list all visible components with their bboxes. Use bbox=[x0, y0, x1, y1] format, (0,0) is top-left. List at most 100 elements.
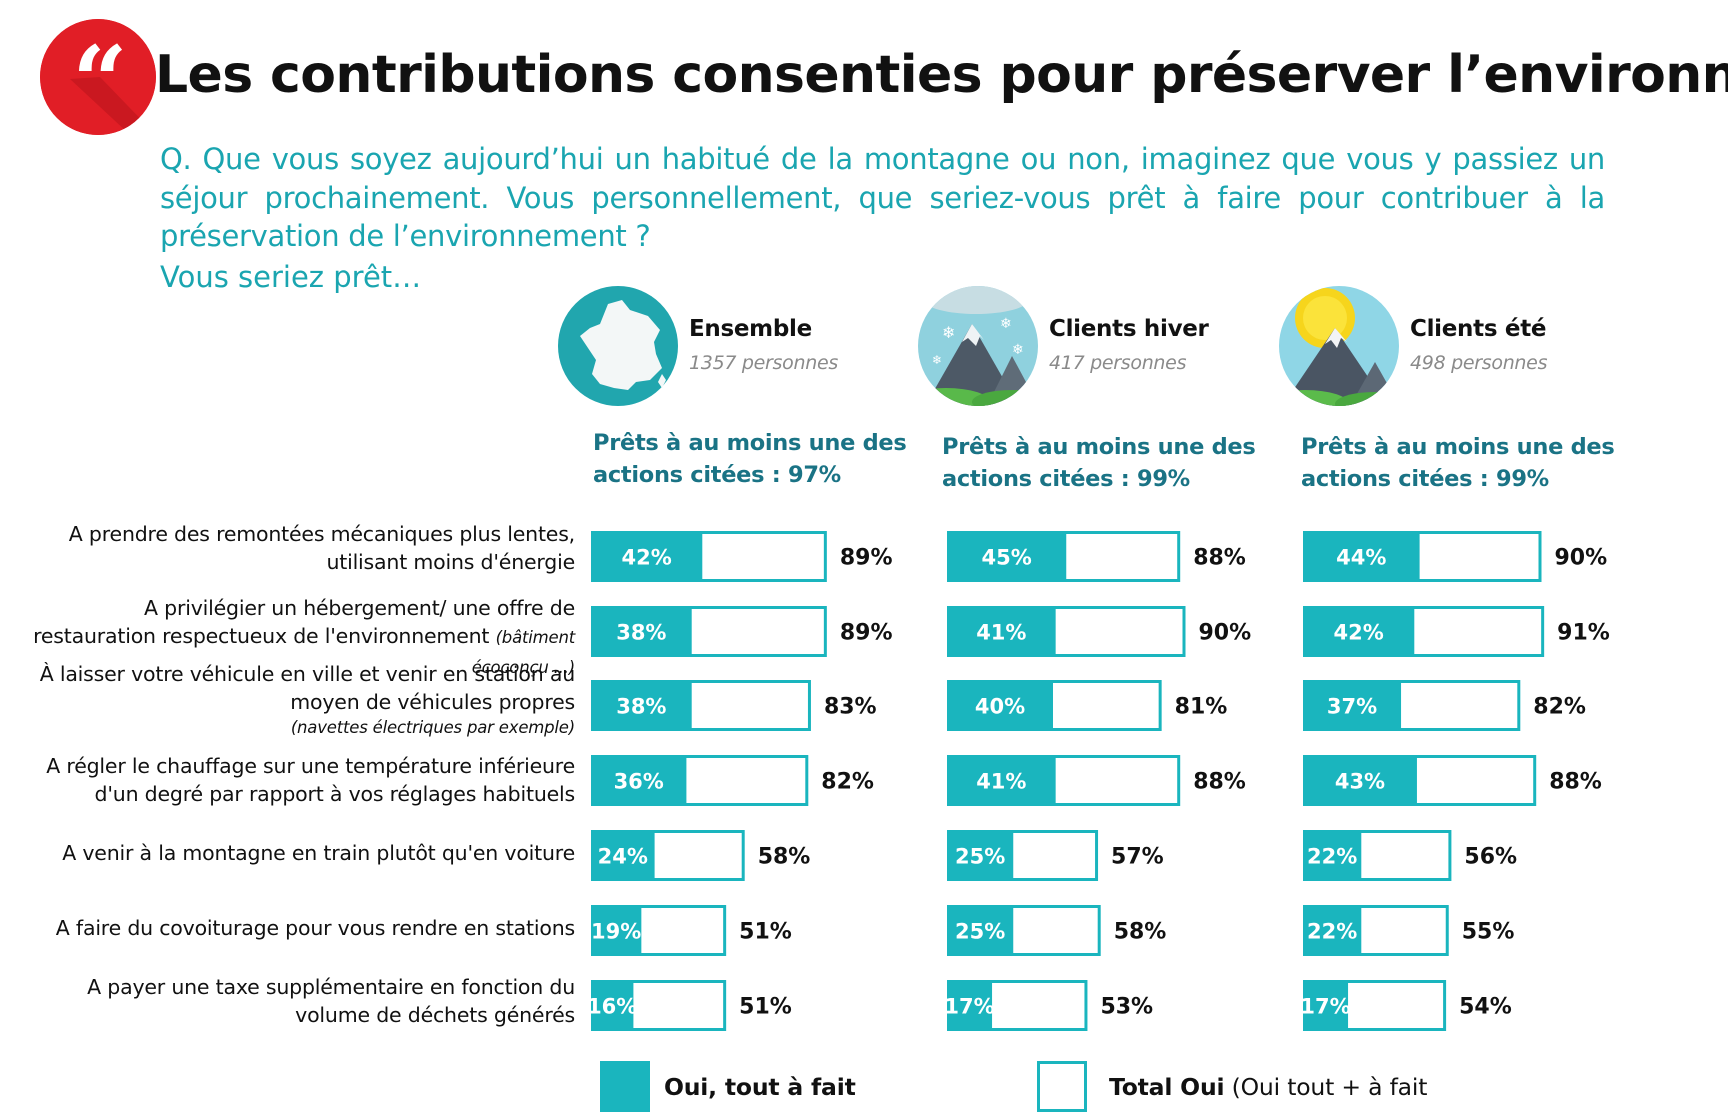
total-value-label: 88% bbox=[1549, 770, 1602, 795]
svg-text:❄: ❄ bbox=[1000, 316, 1012, 332]
fully-bar bbox=[947, 905, 1014, 956]
total-value-label: 88% bbox=[1193, 546, 1246, 571]
row-label: A privilégier un hébergement/ une offre … bbox=[20, 594, 575, 682]
legend-swatch-total bbox=[1037, 1061, 1087, 1112]
group-count: 1357 personnes bbox=[689, 352, 838, 374]
total-value-label: 58% bbox=[758, 845, 811, 870]
quote-glyph: “ bbox=[72, 25, 127, 135]
fully-bar bbox=[1303, 980, 1349, 1031]
row-label: A payer une taxe supplémentaire en fonct… bbox=[20, 973, 575, 1029]
question-lead: Vous seriez prêt… bbox=[160, 260, 422, 294]
fully-bar bbox=[947, 606, 1056, 657]
legend-label-total: Total Oui (Oui tout + à fait bbox=[1109, 1073, 1428, 1101]
fully-bar bbox=[1303, 680, 1402, 731]
fully-bar bbox=[1303, 755, 1417, 806]
group-count: 417 personnes bbox=[1049, 352, 1187, 374]
total-value-label: 89% bbox=[840, 546, 893, 571]
total-value-label: 91% bbox=[1557, 621, 1610, 646]
row-label-text: A régler le chauffage sur une températur… bbox=[46, 754, 575, 806]
row-label: A venir à la montagne en train plutôt qu… bbox=[20, 839, 575, 867]
fully-value-label: 17% bbox=[944, 995, 994, 1019]
row-label-text: A payer une taxe supplémentaire en fonct… bbox=[87, 975, 575, 1027]
total-value-label: 90% bbox=[1555, 546, 1608, 571]
fully-bar bbox=[1303, 830, 1362, 881]
sunny-mountain-icon bbox=[1279, 286, 1399, 406]
fully-value-label: 38% bbox=[616, 695, 666, 719]
snowy-mountain-icon: ❄ ❄ ❄ ❄ bbox=[918, 286, 1038, 406]
fully-value-label: 16% bbox=[587, 995, 637, 1019]
row-label: À laisser votre véhicule en ville et ven… bbox=[20, 660, 576, 740]
fully-value-label: 45% bbox=[981, 546, 1031, 570]
fully-bar bbox=[591, 531, 703, 582]
total-value-label: 53% bbox=[1100, 995, 1153, 1020]
question-text: Q. Que vous soyez aujourd’hui un habitué… bbox=[160, 142, 1605, 253]
page-title: Les contributions consenties pour préser… bbox=[155, 45, 1728, 105]
fully-bar bbox=[947, 830, 1014, 881]
fully-bar bbox=[947, 680, 1053, 731]
fully-value-label: 19% bbox=[591, 920, 641, 944]
fully-value-label: 36% bbox=[614, 770, 664, 794]
legend-swatch-fully bbox=[600, 1061, 650, 1112]
group-header-hiver: ❄ ❄ ❄ ❄ Clients hiver 417 personnes bbox=[916, 284, 1336, 414]
group-header-ensemble: Ensemble 1357 personnes bbox=[556, 284, 976, 414]
svg-text:❄: ❄ bbox=[1012, 342, 1024, 358]
france-map-icon bbox=[558, 286, 678, 406]
at-least-ensemble: Prêts à au moins une des actions citées … bbox=[593, 430, 907, 488]
fully-value-label: 42% bbox=[1334, 621, 1384, 645]
row-label-note: (bâtiment écoconçu ...) bbox=[471, 628, 575, 677]
total-value-label: 90% bbox=[1199, 621, 1252, 646]
svg-text:❄: ❄ bbox=[942, 323, 955, 342]
fully-value-label: 44% bbox=[1336, 546, 1386, 570]
fully-bar bbox=[591, 905, 642, 956]
group-name: Clients été bbox=[1410, 316, 1547, 342]
fully-bar bbox=[1303, 606, 1415, 657]
row-label-text: A prendre des remontées mécaniques plus … bbox=[68, 522, 575, 574]
total-value-label: 83% bbox=[824, 695, 877, 720]
group-name: Ensemble bbox=[689, 316, 812, 342]
group-name: Clients hiver bbox=[1049, 316, 1209, 342]
total-value-label: 56% bbox=[1464, 845, 1517, 870]
fully-value-label: 37% bbox=[1327, 695, 1377, 719]
fully-value-label: 42% bbox=[622, 546, 672, 570]
row-label-text: A venir à la montagne en train plutôt qu… bbox=[62, 841, 575, 865]
fully-value-label: 22% bbox=[1307, 920, 1357, 944]
fully-bar bbox=[591, 980, 634, 1031]
total-value-label: 88% bbox=[1193, 770, 1246, 795]
total-value-label: 54% bbox=[1459, 995, 1512, 1020]
at-least-ete: Prêts à au moins une des actions citées … bbox=[1301, 434, 1615, 492]
fully-bar bbox=[1303, 531, 1420, 582]
total-value-label: 55% bbox=[1462, 920, 1515, 945]
fully-value-label: 22% bbox=[1307, 845, 1357, 869]
total-value-label: 81% bbox=[1175, 695, 1228, 720]
row-label: A faire du covoiturage pour vous rendre … bbox=[20, 914, 575, 942]
total-value-label: 51% bbox=[739, 995, 792, 1020]
svg-text:❄: ❄ bbox=[932, 353, 942, 367]
total-value-label: 82% bbox=[1533, 695, 1586, 720]
fully-value-label: 41% bbox=[976, 770, 1026, 794]
fully-value-label: 17% bbox=[1300, 995, 1350, 1019]
legend-label-fully: Oui, tout à fait bbox=[664, 1073, 856, 1101]
fully-bar bbox=[947, 755, 1056, 806]
fully-bar bbox=[591, 606, 692, 657]
fully-bar bbox=[1303, 905, 1362, 956]
total-value-label: 82% bbox=[821, 770, 874, 795]
fully-bar bbox=[591, 830, 655, 881]
row-label: A prendre des remontées mécaniques plus … bbox=[20, 520, 575, 576]
fully-bar bbox=[947, 980, 993, 1031]
at-least-hiver: Prêts à au moins une des actions citées … bbox=[942, 434, 1256, 492]
row-label-text: À laisser votre véhicule en ville et ven… bbox=[39, 662, 576, 714]
row-label-text: A privilégier un hébergement/ une offre … bbox=[33, 596, 575, 648]
fully-bar bbox=[591, 680, 692, 731]
total-value-label: 57% bbox=[1111, 845, 1164, 870]
total-value-label: 58% bbox=[1114, 920, 1167, 945]
fully-value-label: 24% bbox=[598, 845, 648, 869]
total-value-label: 51% bbox=[739, 920, 792, 945]
total-value-label: 89% bbox=[840, 621, 893, 646]
fully-value-label: 41% bbox=[976, 621, 1026, 645]
quote-icon: “ bbox=[40, 19, 156, 138]
fully-value-label: 25% bbox=[955, 845, 1005, 869]
row-label-note: (navettes électriques par exemple) bbox=[290, 718, 575, 737]
fully-bar bbox=[947, 531, 1067, 582]
row-label-text: A faire du covoiturage pour vous rendre … bbox=[55, 916, 575, 940]
fully-value-label: 43% bbox=[1335, 770, 1385, 794]
